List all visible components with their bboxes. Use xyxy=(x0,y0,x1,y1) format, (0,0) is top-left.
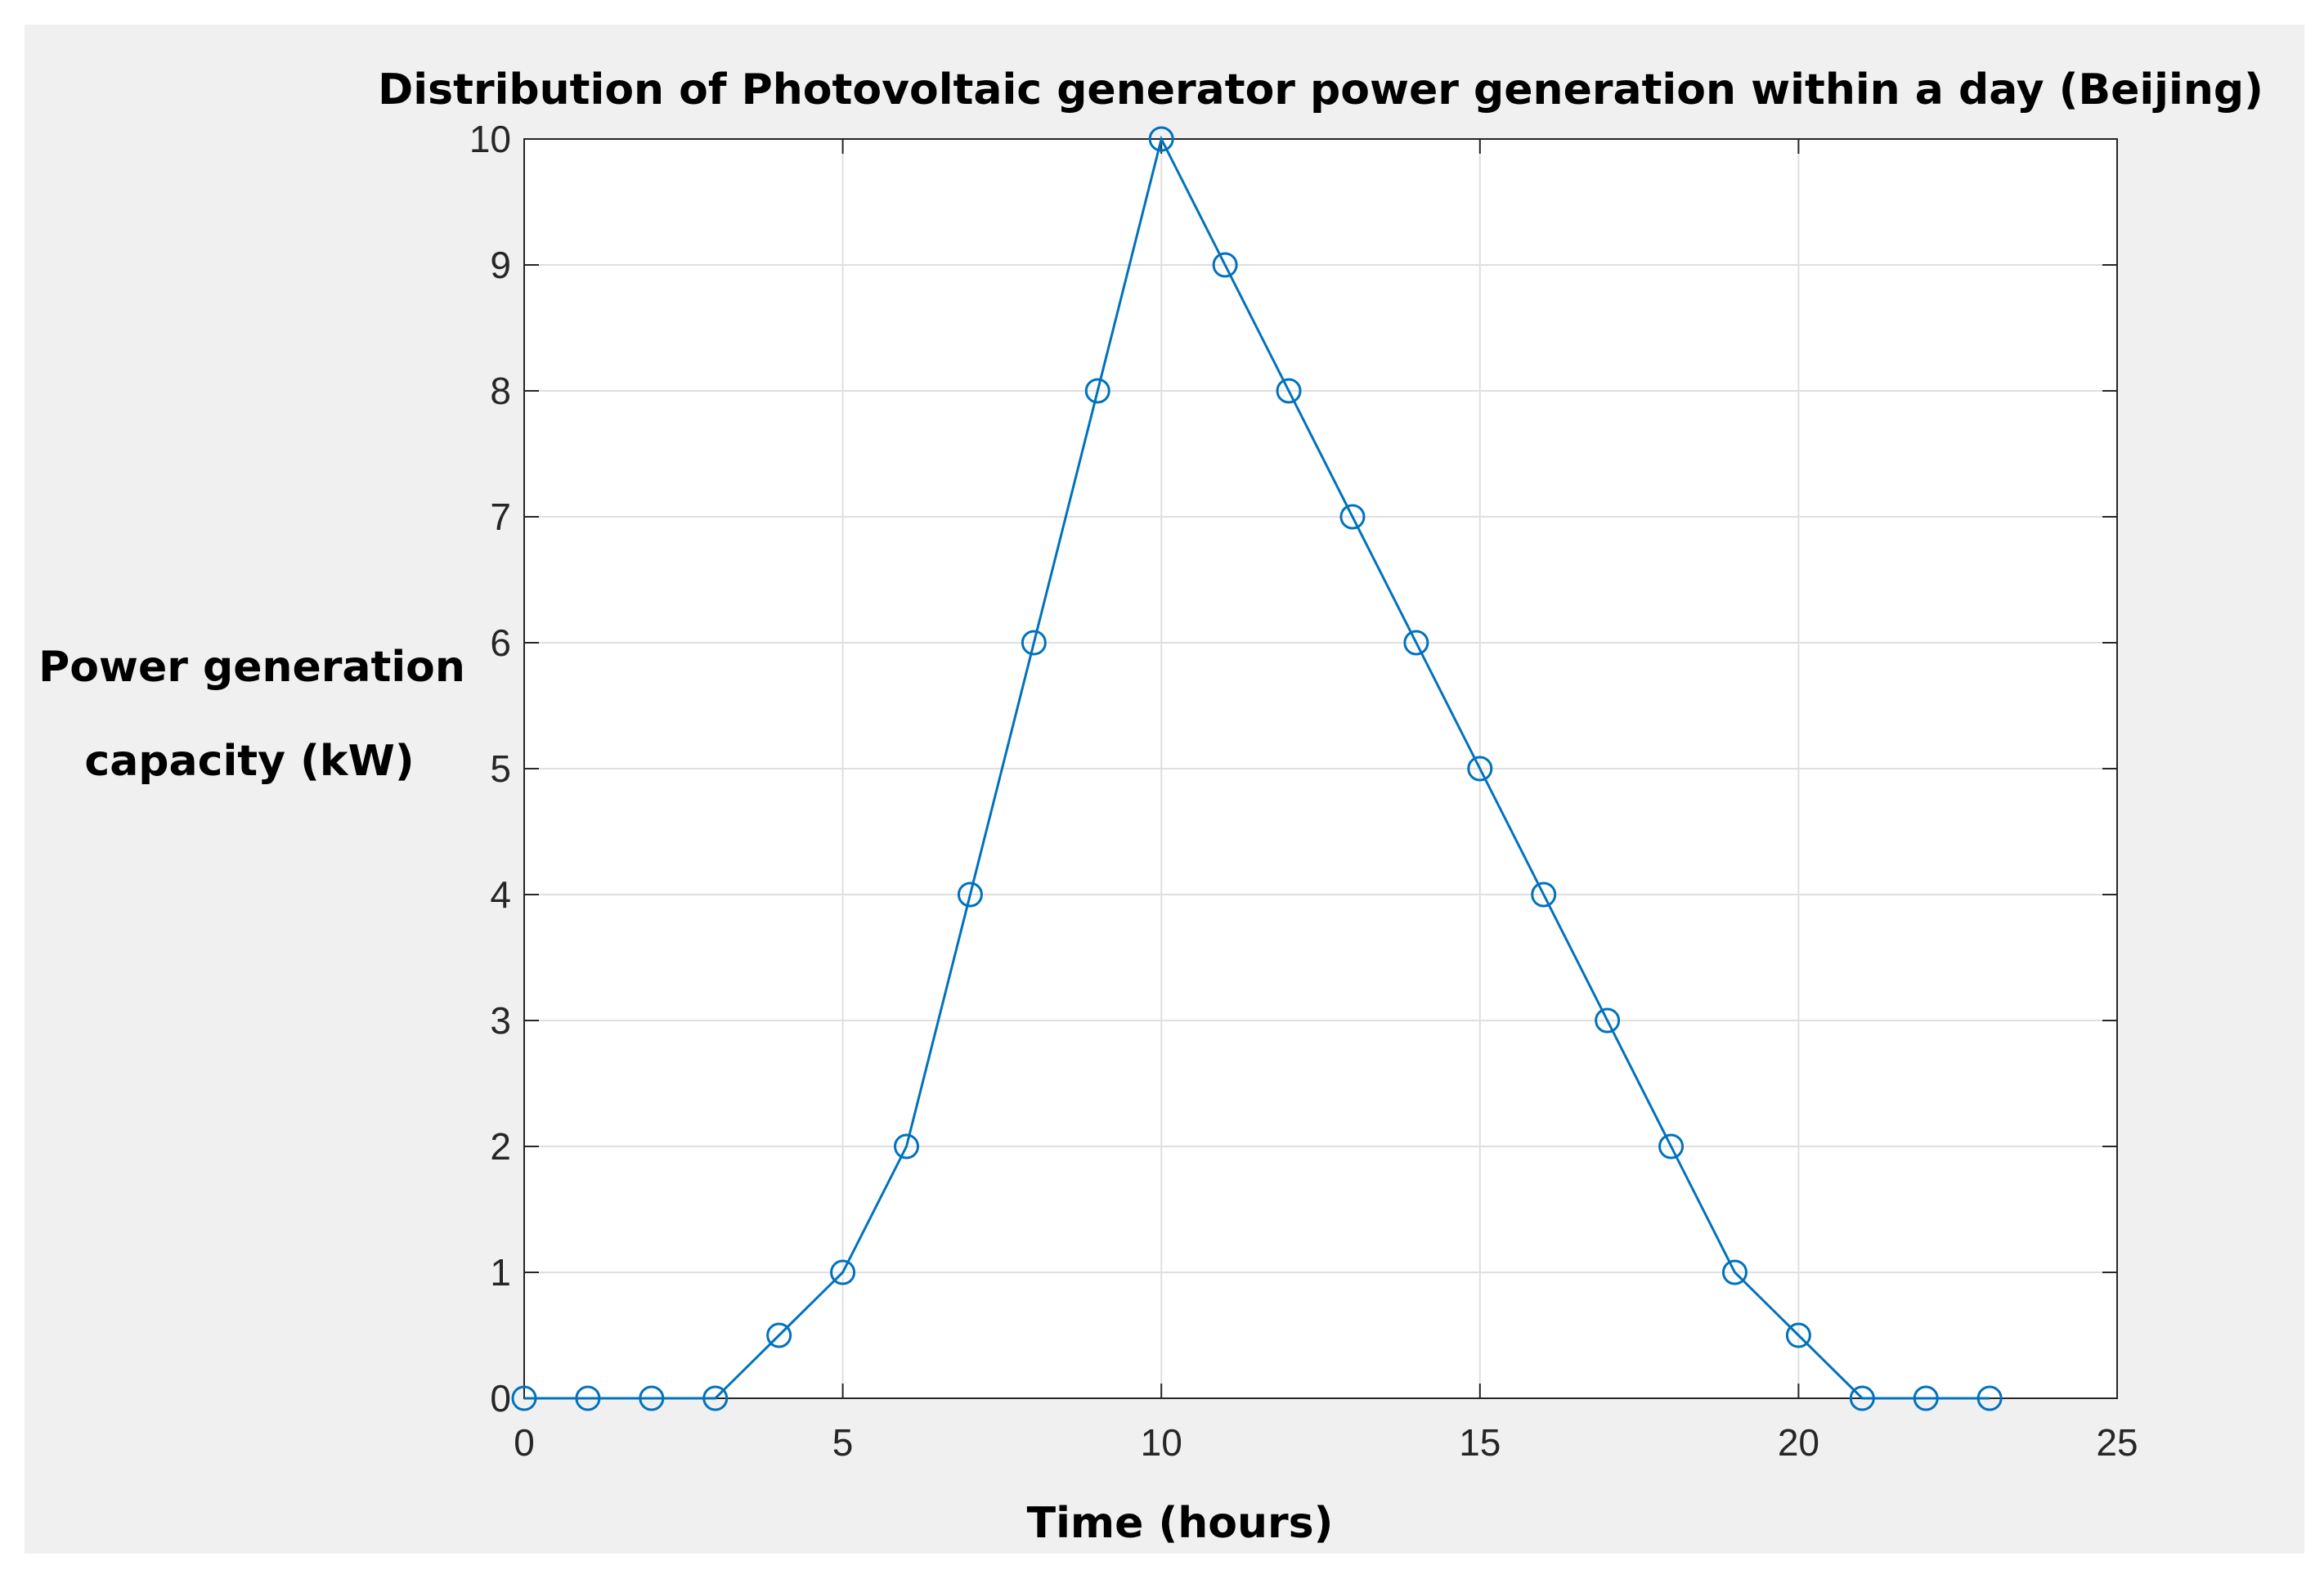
y-tick-label: 6 xyxy=(490,621,511,664)
y-tick-label: 0 xyxy=(490,1377,511,1420)
x-tick-label: 10 xyxy=(1141,1421,1182,1464)
y-tick-label: 1 xyxy=(490,1251,511,1294)
y-tick-label: 7 xyxy=(490,496,511,538)
x-axis-label: Time (hours) xyxy=(1027,1499,1334,1548)
data-point-marker xyxy=(1595,1007,1621,1034)
data-point-marker xyxy=(1658,1133,1685,1160)
x-tick-label: 25 xyxy=(2096,1421,2138,1464)
data-point-marker xyxy=(639,1385,665,1411)
data-point-marker xyxy=(575,1385,601,1411)
data-point-marker xyxy=(1212,252,1238,278)
data-point-marker xyxy=(511,1385,537,1411)
y-tick-label: 4 xyxy=(490,873,511,916)
data-point-marker xyxy=(1913,1385,1939,1411)
y-tick-labels: 0 1 2 3 4 5 6 7 8 9 10 xyxy=(469,118,511,1420)
data-point-marker xyxy=(1021,630,1047,656)
data-point-marker xyxy=(1148,126,1174,152)
plot-frame xyxy=(523,138,2118,1399)
data-point-marker xyxy=(1403,630,1429,656)
data-point-marker xyxy=(1276,378,1302,404)
y-tick-label: 5 xyxy=(490,747,511,790)
x-tick-label: 20 xyxy=(1778,1421,1819,1464)
y-tick-label: 2 xyxy=(490,1125,511,1168)
series-line xyxy=(524,135,1990,1400)
data-point-marker xyxy=(702,1385,729,1411)
data-point-marker xyxy=(894,1133,920,1160)
x-tick-label: 15 xyxy=(1459,1421,1501,1464)
data-point-marker xyxy=(1339,504,1366,530)
y-tick-label: 10 xyxy=(469,118,511,160)
data-point-marker xyxy=(1467,756,1493,782)
data-point-marker xyxy=(1721,1259,1747,1285)
x-tick-label: 5 xyxy=(832,1421,854,1464)
y-tick-label: 8 xyxy=(490,370,511,412)
x-tick-label: 0 xyxy=(514,1421,535,1464)
chart-title: Distribution of Photovoltaic generator p… xyxy=(378,65,2263,114)
y-tick-label: 9 xyxy=(490,244,511,286)
data-point-marker xyxy=(830,1259,856,1285)
data-point-marker xyxy=(957,881,983,908)
data-point-marker xyxy=(766,1322,792,1348)
x-tick-labels: 0 5 10 15 20 25 xyxy=(514,1421,2138,1464)
y-axis-label-line-1: Power generation xyxy=(38,643,465,692)
y-tick-label: 3 xyxy=(490,999,511,1042)
y-axis-label-line-2: capacity (kW) xyxy=(84,737,414,786)
series-layer xyxy=(511,126,2003,1411)
data-point-marker xyxy=(1084,378,1110,404)
data-point-marker xyxy=(1849,1385,1875,1411)
data-point-marker xyxy=(1976,1385,2003,1411)
data-point-marker xyxy=(1531,881,1557,908)
data-point-marker xyxy=(1785,1322,1811,1348)
